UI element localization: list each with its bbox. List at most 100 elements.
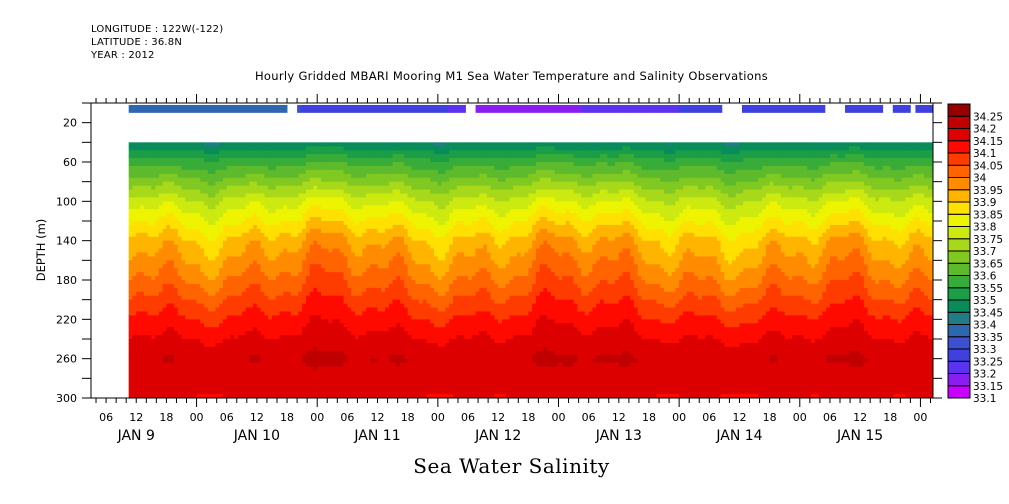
field-cell	[155, 287, 160, 293]
field-cell	[260, 228, 266, 234]
field-cell	[411, 362, 416, 368]
field-cell	[351, 209, 356, 214]
field-cell	[155, 240, 160, 246]
field-cell	[170, 283, 175, 289]
field-cell	[324, 280, 330, 285]
field-cell	[373, 217, 379, 222]
field-cell	[241, 378, 247, 383]
field-cell	[332, 260, 337, 265]
field-cell	[245, 291, 250, 297]
field-cell	[400, 386, 405, 391]
field-cell	[128, 287, 134, 293]
field-cell	[358, 276, 364, 281]
field-cell	[317, 315, 322, 320]
field-cell	[385, 354, 390, 360]
field-cell	[162, 394, 167, 398]
field-cell	[253, 248, 258, 254]
field-cell	[238, 315, 243, 320]
field-cell	[287, 252, 292, 257]
field-cell	[268, 315, 273, 320]
field-cell	[249, 346, 254, 352]
field-cell	[347, 287, 352, 293]
field-cell	[400, 205, 405, 210]
field-cell	[155, 394, 160, 398]
field-cell	[279, 374, 284, 379]
field-cell	[362, 169, 367, 175]
field-cell	[302, 169, 307, 175]
field-cell	[396, 327, 401, 332]
field-cell	[200, 323, 205, 328]
field-cell	[290, 386, 296, 391]
field-cell	[343, 232, 348, 238]
field-cell	[151, 197, 156, 202]
field-cell	[147, 386, 152, 391]
field-cell	[181, 256, 186, 261]
field-cell	[128, 299, 134, 305]
field-cell	[132, 350, 137, 356]
field-cell	[181, 339, 186, 344]
field-cell	[351, 315, 356, 320]
field-cell	[128, 358, 134, 364]
field-cell	[343, 311, 348, 316]
field-cell	[275, 339, 281, 344]
field-cell	[275, 185, 281, 191]
field-cell	[241, 299, 247, 305]
field-cell	[238, 331, 243, 336]
field-cell	[173, 232, 179, 238]
field-cell	[305, 189, 311, 195]
field-cell	[317, 303, 322, 309]
field-cell	[177, 272, 183, 277]
field-cell	[162, 319, 167, 324]
field-cell	[369, 346, 375, 352]
field-cell	[181, 240, 186, 246]
field-cell	[298, 205, 303, 210]
field-cell	[358, 374, 364, 379]
field-cell	[196, 303, 201, 309]
field-cell	[358, 248, 364, 254]
field-cell	[132, 205, 137, 210]
field-cell	[196, 339, 201, 344]
field-cell	[264, 158, 269, 163]
field-cell	[336, 291, 341, 297]
field-cell	[347, 335, 352, 340]
field-cell	[192, 331, 198, 336]
field-cell	[313, 362, 318, 368]
field-cell	[207, 252, 213, 257]
field-cell	[287, 339, 292, 344]
field-cell	[238, 370, 243, 375]
field-cell	[140, 260, 145, 265]
field-cell	[294, 339, 299, 344]
field-cell	[388, 335, 394, 340]
field-cell	[143, 327, 149, 332]
field-cell	[170, 165, 175, 171]
field-cell	[407, 205, 413, 210]
field-cell	[264, 319, 269, 324]
field-cell	[400, 209, 405, 214]
field-cell	[264, 185, 269, 191]
field-cell	[324, 370, 330, 375]
field-cell	[283, 150, 288, 155]
field-cell	[343, 370, 348, 375]
field-cell	[189, 193, 194, 198]
field-cell	[369, 146, 375, 151]
field-cell	[264, 303, 269, 309]
field-cell	[400, 390, 405, 395]
field-cell	[392, 150, 397, 155]
field-cell	[309, 390, 315, 395]
field-cell	[366, 205, 371, 210]
field-cell	[385, 268, 390, 273]
field-cell	[347, 327, 352, 332]
field-cell	[155, 205, 160, 210]
field-cell	[260, 283, 266, 289]
field-cell	[400, 280, 405, 285]
field-cell	[354, 354, 360, 360]
field-cell	[256, 390, 262, 395]
field-cell	[373, 260, 379, 265]
field-cell	[317, 185, 322, 191]
field-cell	[200, 217, 205, 222]
field-cell	[181, 374, 186, 379]
field-cell	[143, 394, 149, 398]
field-cell	[377, 213, 382, 218]
field-cell	[415, 252, 420, 257]
